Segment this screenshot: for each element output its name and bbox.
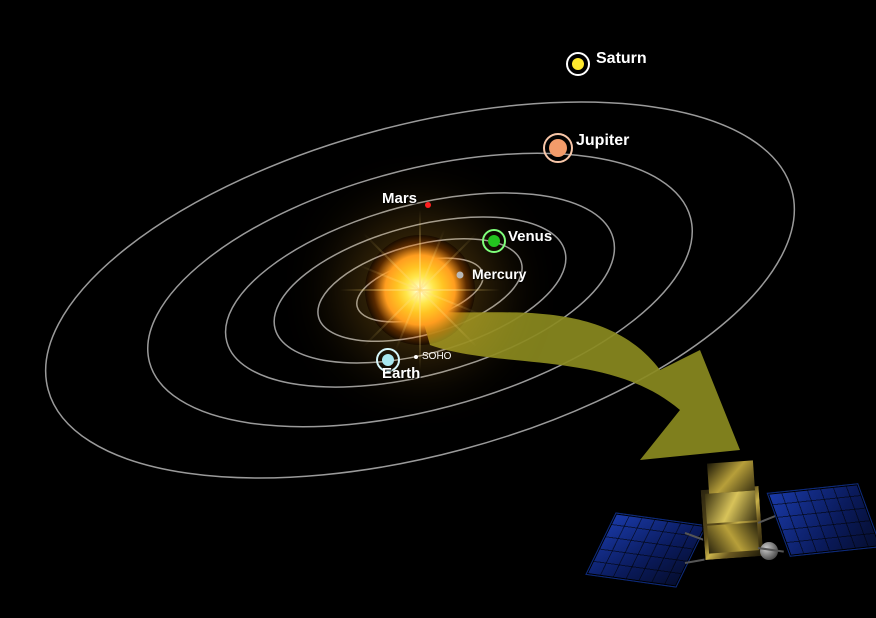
solar-panel-right [767,483,876,557]
planet-mars [425,202,431,208]
label-soho: SOHO [422,351,451,362]
label-jupiter: Jupiter [576,132,629,150]
soho-satellite [610,432,810,612]
jupiter-orbit [118,102,721,479]
label-mercury: Mercury [472,266,526,282]
mars-orbit [205,156,635,424]
label-earth: Earth [382,365,420,382]
solar-system-diagram: Mercury Venus Earth Mars Jupiter Saturn SOHO [0,0,876,618]
planet-jupiter [549,139,567,157]
satellite-top [707,460,755,493]
label-mars: Mars [382,190,417,207]
label-venus: Venus [508,228,552,245]
soho-marker [414,355,418,359]
label-saturn: Saturn [596,50,647,68]
planet-mercury [457,272,464,279]
planet-saturn [572,58,584,70]
satellite-body [700,485,765,561]
planet-venus [488,235,500,247]
